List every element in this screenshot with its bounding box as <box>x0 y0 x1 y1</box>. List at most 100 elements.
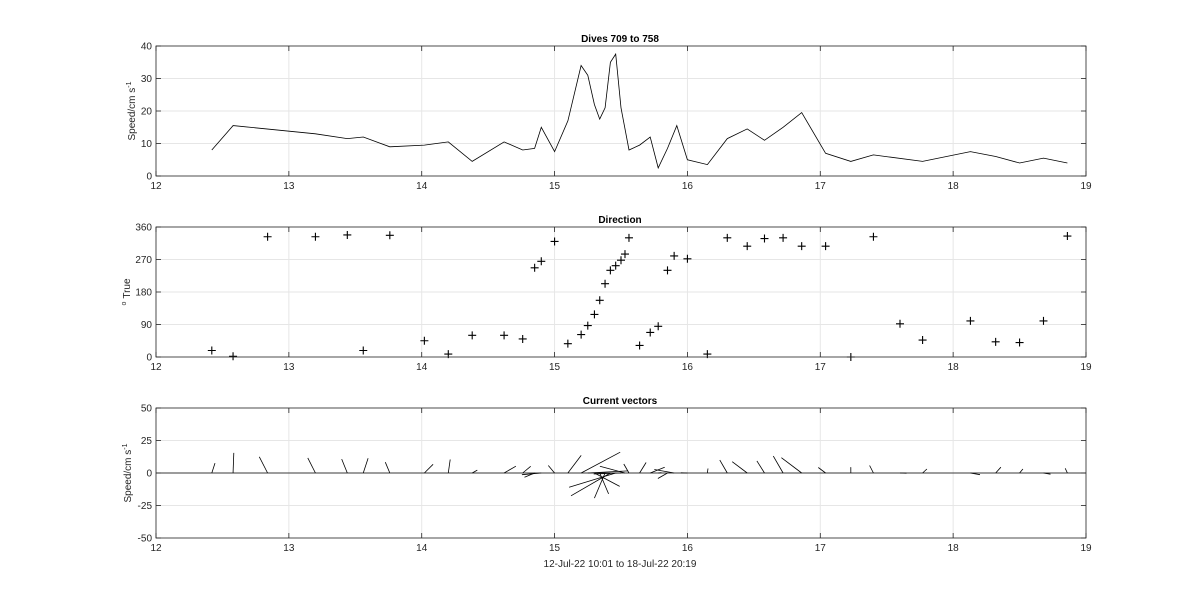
current-vector <box>623 463 630 474</box>
current-vector <box>568 472 616 488</box>
current-vector <box>599 472 609 495</box>
speed-panel-ylabel: Speed/cm s-1 <box>126 81 138 140</box>
direction-point <box>563 339 572 348</box>
vector-panel-ticks: 12 13 14 15 16 17 18 19 -50 -25 0 25 50 <box>138 404 1092 555</box>
direction-point <box>263 232 272 241</box>
current-vector <box>772 455 784 474</box>
current-vector <box>706 468 709 474</box>
vector-panel-title: Current vectors <box>583 396 658 407</box>
current-vector <box>970 472 981 476</box>
x-tick-label: 14 <box>416 181 428 192</box>
x-tick-label: 15 <box>549 543 561 554</box>
x-tick-label: 18 <box>948 181 960 192</box>
x-tick-label: 16 <box>682 362 694 373</box>
direction-point <box>617 256 625 265</box>
direction-point <box>624 233 633 242</box>
speed-panel-title: Dives 709 to 758 <box>581 34 659 45</box>
current-vector <box>472 469 478 474</box>
x-tick-label: 16 <box>682 543 694 554</box>
direction-point <box>229 352 238 361</box>
current-vector <box>1019 468 1024 474</box>
y-tick-label: -25 <box>138 501 153 512</box>
direction-point <box>991 337 1000 346</box>
direction-point <box>359 346 368 355</box>
y-tick-label: 180 <box>135 288 152 299</box>
current-vector <box>587 470 629 474</box>
direction-point <box>343 230 352 239</box>
direction-point <box>590 310 599 319</box>
direction-point <box>601 279 610 288</box>
direction-point <box>1063 232 1072 241</box>
current-vector <box>362 458 369 474</box>
current-vector <box>731 461 748 474</box>
current-vector <box>522 465 531 474</box>
direction-point <box>577 330 586 339</box>
current-vector <box>258 456 268 474</box>
speed-line <box>211 52 1068 170</box>
x-tick-label: 14 <box>416 543 428 554</box>
current-vector <box>580 451 621 474</box>
current-vector <box>818 467 826 474</box>
y-tick-label: 20 <box>141 107 153 118</box>
figure-xlabel: 12-Jul-22 10:01 to 18-Jul-22 20:19 <box>544 559 697 570</box>
direction-point <box>1039 316 1048 325</box>
direction-point <box>896 319 904 328</box>
direction-point <box>550 237 559 246</box>
direction-panel-ticks: 12 13 14 15 16 17 18 19 0 90 180 270 360 <box>135 223 1092 374</box>
direction-point <box>468 331 477 340</box>
y-tick-label: 90 <box>141 320 153 331</box>
y-tick-label: 50 <box>141 404 153 415</box>
current-vector <box>593 472 622 475</box>
direction-point <box>420 336 429 345</box>
current-vector <box>654 469 675 474</box>
current-vector <box>567 455 582 474</box>
speed-panel-series <box>211 52 1068 170</box>
direction-point <box>779 233 788 242</box>
x-tick-label: 13 <box>283 181 295 192</box>
x-tick-label: 19 <box>1080 181 1092 192</box>
current-vector <box>1064 468 1068 474</box>
direction-point <box>918 336 927 345</box>
y-tick-label: 40 <box>141 42 153 53</box>
y-tick-label: 270 <box>135 255 152 266</box>
x-tick-label: 15 <box>549 362 561 373</box>
current-vector <box>594 472 620 487</box>
x-tick-label: 12 <box>150 362 162 373</box>
y-tick-label: 0 <box>146 172 152 183</box>
current-vector <box>503 465 517 474</box>
direction-point <box>683 254 692 263</box>
y-tick-label: 30 <box>141 74 153 85</box>
direction-point <box>635 341 644 350</box>
direction-point <box>966 316 975 325</box>
x-tick-label: 13 <box>283 543 295 554</box>
current-vector <box>307 457 316 474</box>
current-vector <box>521 472 542 476</box>
direction-point <box>207 346 216 355</box>
x-tick-label: 19 <box>1080 543 1092 554</box>
direction-point <box>821 242 830 251</box>
y-tick-label: 10 <box>141 139 153 150</box>
direction-point <box>537 257 546 266</box>
x-tick-label: 19 <box>1080 362 1092 373</box>
vector-panel-series <box>156 451 1086 499</box>
current-vector <box>657 472 668 479</box>
direction-point <box>583 321 592 330</box>
current-vector <box>447 459 451 474</box>
direction-point <box>646 328 655 337</box>
x-tick-label: 14 <box>416 362 428 373</box>
direction-point <box>611 261 620 270</box>
direction-point <box>385 231 394 240</box>
direction-panel-ylabel: oTrue <box>121 278 133 306</box>
x-tick-label: 18 <box>948 543 960 554</box>
direction-point <box>620 250 629 259</box>
direction-point <box>595 296 604 305</box>
direction-point <box>760 234 769 243</box>
y-tick-label: 25 <box>141 436 153 447</box>
current-vector <box>211 462 216 474</box>
direction-panel-grid <box>155 226 1087 358</box>
x-tick-label: 15 <box>549 181 561 192</box>
direction-point <box>518 334 527 343</box>
current-vector <box>922 468 928 474</box>
current-vector <box>384 462 391 474</box>
